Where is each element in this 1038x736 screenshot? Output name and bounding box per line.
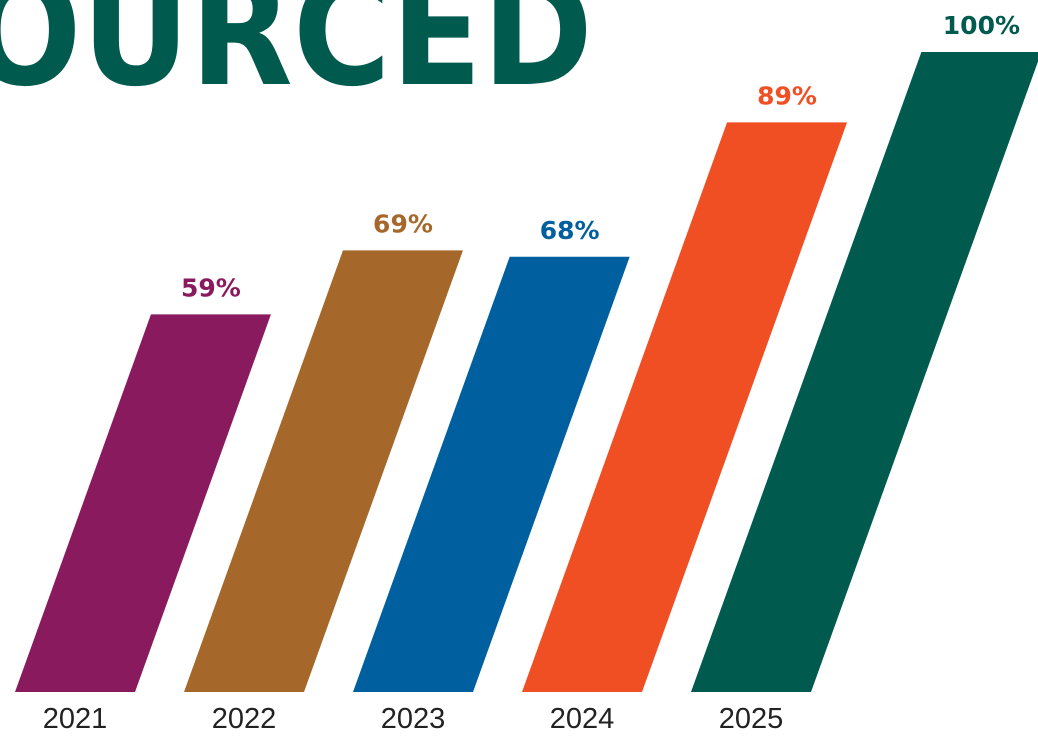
chart-title: OURCED: [0, 0, 593, 120]
bar: [522, 122, 848, 692]
x-tick-label: 2024: [550, 703, 615, 735]
bar: [353, 256, 630, 692]
value-label: 59%: [181, 273, 241, 302]
value-label: 100%: [943, 11, 1020, 40]
value-label: 89%: [757, 81, 817, 110]
value-label: 68%: [540, 216, 600, 245]
x-tick-label: 2021: [43, 703, 108, 735]
x-tick-label: 2023: [381, 703, 446, 735]
x-tick-label: 2025: [719, 703, 784, 735]
bar: [691, 52, 1038, 692]
bar: [184, 250, 463, 692]
x-tick-label: 2022: [212, 703, 277, 735]
bar: [15, 314, 271, 692]
value-label: 69%: [373, 209, 433, 238]
